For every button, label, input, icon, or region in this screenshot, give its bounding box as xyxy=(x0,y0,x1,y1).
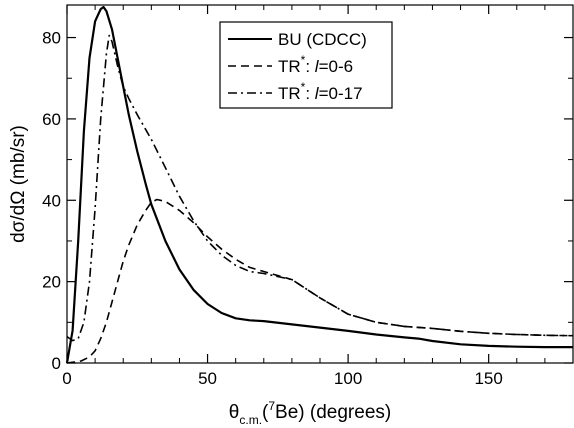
legend-entry-tr-l0-17: TR*: l=0-17 xyxy=(228,80,363,103)
y-tick-label: 0 xyxy=(52,354,61,373)
x-tick-label: 150 xyxy=(474,369,502,388)
legend-label-sep: : xyxy=(305,57,314,76)
x-tick-label: 0 xyxy=(62,369,71,388)
legend-label-sep: : xyxy=(305,84,314,103)
y-tick-label: 80 xyxy=(42,29,61,48)
legend-label-star: * xyxy=(301,80,306,94)
x-axis-title-subscript: c.m. xyxy=(239,413,262,427)
legend: BU (CDCC) TR*: l=0-6 TR*: l=0-17 xyxy=(219,21,393,109)
legend-entry-bu-cdcc: BU (CDCC) xyxy=(228,30,367,49)
tick-labels-layer: 0 50 100 150 0 20 40 60 80 xyxy=(42,29,503,388)
legend-entry-tr-l0-6: TR*: l=0-6 xyxy=(228,53,353,76)
x-axis-title-rest: Be) (degrees) xyxy=(275,402,391,423)
plot-frame xyxy=(66,4,574,364)
x-tick-label: 50 xyxy=(198,369,217,388)
series-line-solid xyxy=(65,5,573,364)
legend-label-main: TR xyxy=(278,57,301,76)
legend-label: BU (CDCC) xyxy=(278,30,367,49)
y-axis-title: dσ/dΩ (mb/sr) xyxy=(8,125,29,243)
legend-label-main: BU (CDCC) xyxy=(278,30,367,49)
legend-label: TR*: l=0-6 xyxy=(278,53,353,76)
legend-label-main: TR xyxy=(278,84,301,103)
x-axis-title-superscript: 7 xyxy=(268,399,275,413)
x-axis-title-theta: θ xyxy=(229,402,240,423)
y-tick-label: 60 xyxy=(42,110,61,129)
series-layer xyxy=(65,5,574,364)
x-axis-title-paren: ( xyxy=(262,402,269,423)
legend-label-range: =0-6 xyxy=(319,57,354,76)
legend-label-ell: l xyxy=(315,57,320,76)
legend-label-star: * xyxy=(301,53,306,67)
legend-label-ell: l xyxy=(315,84,320,103)
y-tick-label: 20 xyxy=(42,273,61,292)
y-tick-label: 40 xyxy=(42,191,61,210)
legend-label-range: =0-17 xyxy=(319,84,363,103)
x-axis-title: θc.m.(7Be) (degrees) xyxy=(229,399,391,427)
x-tick-label: 100 xyxy=(334,369,362,388)
series-line-dashdot xyxy=(66,34,574,342)
series-line-dashed xyxy=(66,198,574,364)
legend-label: TR*: l=0-17 xyxy=(278,80,363,103)
